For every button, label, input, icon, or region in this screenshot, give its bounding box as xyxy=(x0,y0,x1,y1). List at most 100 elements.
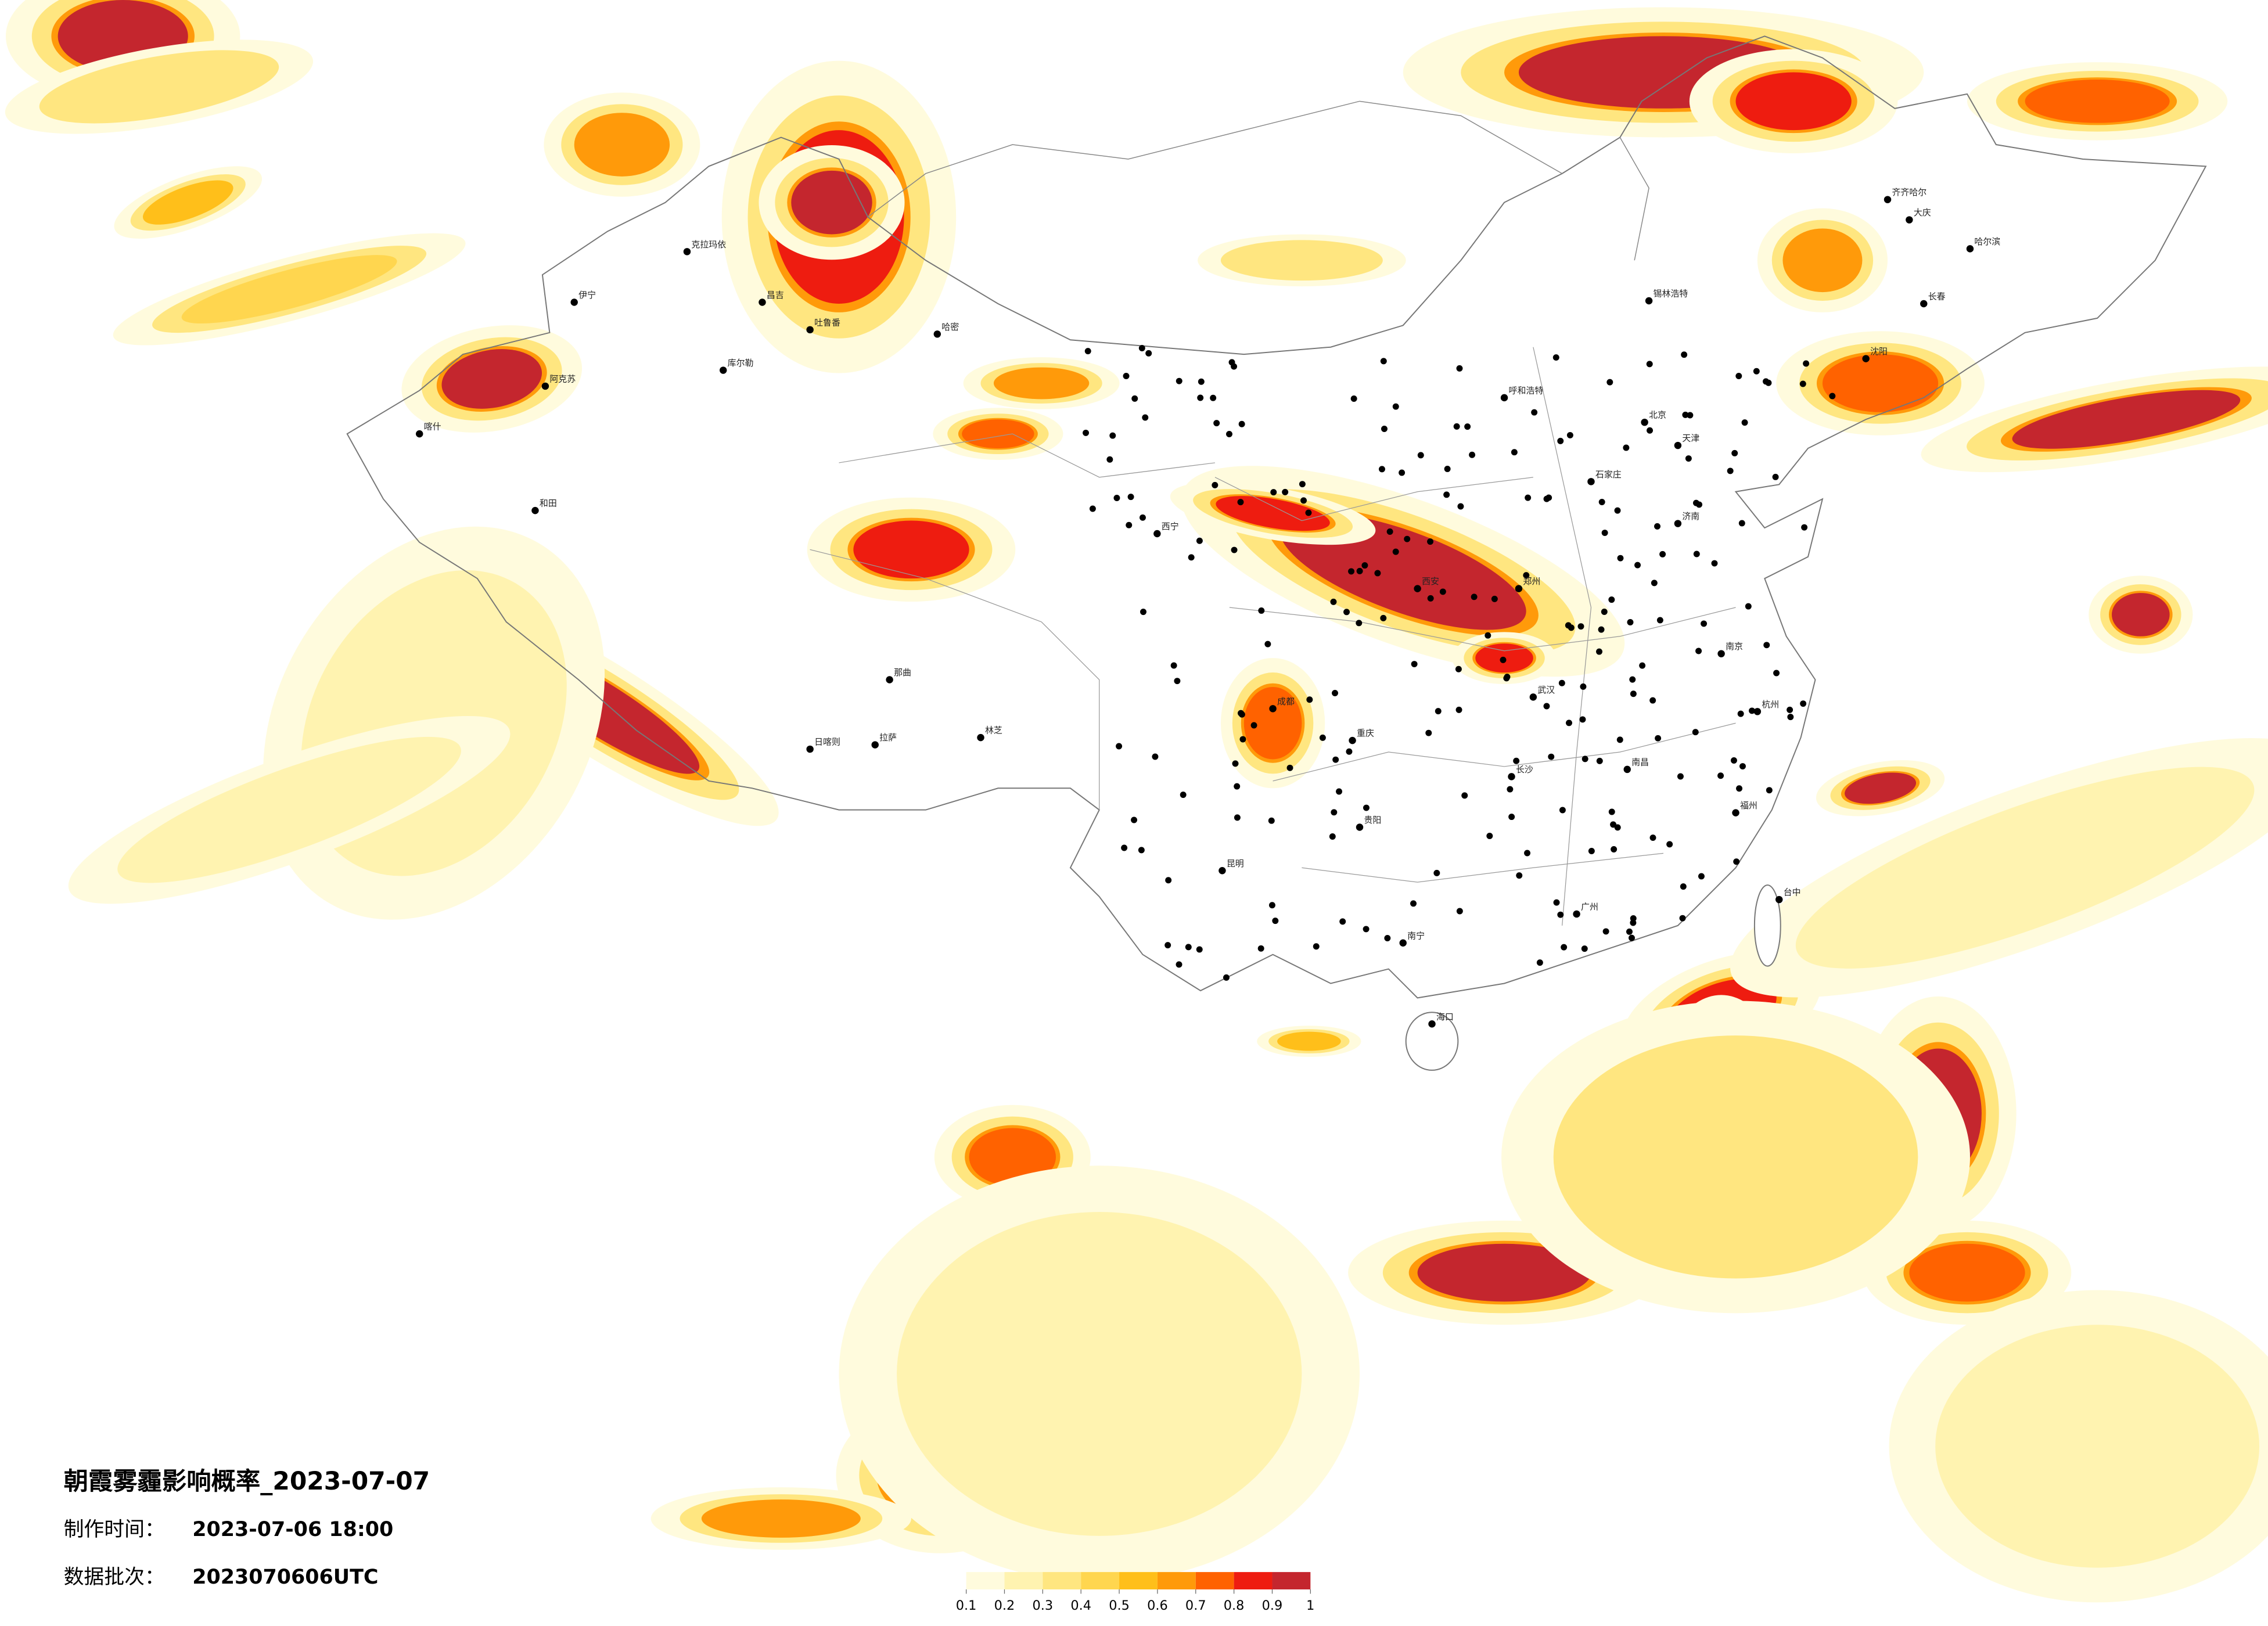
city-dot xyxy=(1508,773,1515,780)
city-dot xyxy=(1920,300,1928,308)
county-dot xyxy=(1516,872,1523,879)
county-dot xyxy=(1139,514,1146,521)
county-dot xyxy=(1433,869,1440,876)
city-label: 哈尔滨 xyxy=(1974,236,2000,247)
county-dot xyxy=(1299,481,1306,488)
county-dot xyxy=(1231,546,1238,553)
county-dot xyxy=(1188,554,1195,561)
county-dot xyxy=(1772,473,1779,480)
city-dots xyxy=(415,196,1974,1028)
city-label: 台中 xyxy=(1784,887,1801,898)
probability-patch xyxy=(441,349,542,409)
county-dot xyxy=(1738,520,1745,527)
probability-patch xyxy=(1605,1070,1866,1244)
county-dot xyxy=(1685,455,1692,462)
county-dot xyxy=(1404,535,1411,542)
city-dot xyxy=(1573,910,1580,918)
county-dot xyxy=(1427,538,1434,545)
legend-tick-label: 1 xyxy=(1306,1598,1314,1613)
probability-patch xyxy=(73,60,245,113)
legend-swatch xyxy=(1234,1572,1273,1589)
county-dot xyxy=(1113,495,1120,501)
county-dot xyxy=(1508,814,1515,821)
county-dot xyxy=(1608,808,1615,815)
county-dot xyxy=(1374,570,1381,577)
city-label: 喀什 xyxy=(424,422,441,432)
county-dot xyxy=(1630,690,1637,697)
county-dot xyxy=(1392,403,1399,410)
country-outline xyxy=(346,35,2207,999)
probability-patch xyxy=(1735,72,1852,131)
city-label: 南昌 xyxy=(1631,757,1649,767)
county-dot xyxy=(1655,735,1662,742)
county-dot xyxy=(1616,736,1623,743)
city-label: 西宁 xyxy=(1162,521,1179,532)
city-label: 吐鲁番 xyxy=(814,317,840,328)
county-dot xyxy=(1237,710,1244,717)
county-dot xyxy=(1138,345,1145,351)
county-dot xyxy=(1361,562,1368,569)
city-label: 北京 xyxy=(1649,410,1666,420)
county-dot xyxy=(1717,772,1724,779)
city-label: 伊宁 xyxy=(578,290,596,300)
county-dot xyxy=(1170,662,1177,669)
city-label: 克拉玛依 xyxy=(691,239,726,250)
county-dot xyxy=(1548,753,1555,760)
county-dot xyxy=(1109,432,1116,439)
county-dot xyxy=(1331,809,1338,816)
county-dot xyxy=(1145,350,1152,357)
county-dot xyxy=(1565,622,1572,629)
probability-patch xyxy=(998,369,1085,398)
city-dot xyxy=(1500,394,1508,402)
county-dot xyxy=(1174,678,1181,685)
county-dot xyxy=(1332,756,1339,763)
county-dot xyxy=(1258,607,1265,614)
county-dot xyxy=(1730,757,1737,764)
county-dot xyxy=(1212,481,1219,488)
county-dot xyxy=(1739,763,1746,770)
legend-tick-label: 0.6 xyxy=(1147,1598,1168,1613)
county-dot xyxy=(1727,467,1734,474)
county-dot xyxy=(1737,710,1744,717)
county-dot xyxy=(1197,394,1204,401)
county-dot xyxy=(1711,560,1718,567)
legend-tick-label: 0.8 xyxy=(1224,1598,1245,1613)
county-dot xyxy=(1238,420,1245,427)
legend-tick-label: 0.2 xyxy=(994,1598,1015,1613)
county-dot xyxy=(1417,452,1424,459)
county-dot xyxy=(1557,911,1564,918)
county-dot xyxy=(1386,528,1393,535)
county-dot xyxy=(1601,530,1608,537)
county-dot xyxy=(1121,844,1128,851)
county-dot xyxy=(1313,943,1320,950)
county-dot xyxy=(1507,786,1514,793)
county-dot xyxy=(1196,946,1203,953)
county-dot xyxy=(1257,945,1264,952)
county-dot xyxy=(1680,883,1687,890)
city-label: 海口 xyxy=(1436,1012,1454,1022)
city-dot xyxy=(1775,895,1783,904)
county-dot xyxy=(1736,785,1743,792)
county-dot xyxy=(1647,427,1654,434)
city-label: 福州 xyxy=(1740,800,1757,811)
county-dot xyxy=(1443,491,1450,498)
county-dot xyxy=(1504,674,1511,681)
county-dot xyxy=(1213,420,1220,427)
county-dot xyxy=(1829,393,1836,400)
made-label: 制作时间： xyxy=(64,1518,165,1541)
county-dot xyxy=(1363,926,1370,933)
county-dot xyxy=(1623,444,1630,451)
county-dot xyxy=(1356,620,1363,627)
county-dot xyxy=(1500,656,1507,663)
city-dot xyxy=(1428,1020,1436,1028)
county-dot xyxy=(1164,942,1171,949)
mongolia-border xyxy=(867,100,1649,261)
legend-swatch xyxy=(1157,1572,1196,1589)
county-dot xyxy=(1226,431,1232,437)
county-dot xyxy=(1300,497,1307,504)
county-dot xyxy=(1692,499,1699,506)
county-dot xyxy=(1198,378,1205,385)
county-dot xyxy=(1138,847,1145,854)
city-dot xyxy=(886,676,893,684)
